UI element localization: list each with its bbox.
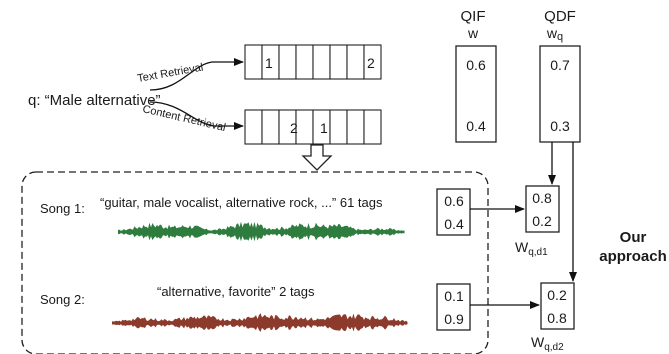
song-2-weight-box	[436, 283, 471, 331]
song-2-label: Song 2:	[40, 292, 85, 307]
song-2-result-1: 0.2	[547, 287, 567, 303]
song-2-result-2: 0.8	[547, 310, 567, 326]
song-1-tags: “guitar, male vocalist, alternative rock…	[100, 195, 383, 210]
song-2-weight-2: 0.9	[444, 311, 464, 327]
content-retrieval-label: Content Retrieval	[141, 103, 227, 134]
rank-cell	[278, 44, 297, 80]
content-rank-2: 1	[320, 120, 328, 136]
qif-box	[455, 45, 497, 143]
song-1-weight-box	[436, 188, 471, 236]
rank-cell	[261, 109, 280, 145]
rank-cell	[295, 44, 314, 80]
waveform-shape	[112, 313, 408, 332]
qif-symbol: w	[467, 25, 479, 41]
text-rank-1: 1	[265, 55, 273, 71]
rank-cell	[244, 109, 263, 145]
rank-cell	[295, 109, 314, 145]
text-ranking-list: 1 2	[244, 44, 382, 80]
qif-value-1: 0.6	[466, 57, 486, 73]
qdf-value-2: 0.3	[550, 118, 570, 134]
song-1-waveform	[118, 221, 405, 242]
rank-cell	[346, 109, 365, 145]
approach-line-1: Our	[620, 229, 647, 246]
qdf-value-1: 0.7	[550, 57, 570, 73]
waveform-shape	[118, 221, 405, 242]
song-1-weight-1: 0.6	[444, 193, 464, 209]
song-1-result-symbol: Wq,d1	[515, 239, 548, 258]
text-retrieval-arrow	[149, 58, 244, 91]
approach-line-2: approach	[599, 248, 667, 265]
qdf-symbol: wq	[546, 25, 563, 43]
rank-cell	[346, 44, 365, 80]
songs-region	[21, 171, 489, 354]
song-2-tags: “alternative, favorite” 2 tags	[157, 284, 315, 299]
qif-value-2: 0.4	[466, 118, 486, 134]
song-2-result-box	[540, 282, 575, 330]
rank-cell	[363, 44, 382, 80]
content-retrieval-arrow	[149, 101, 244, 130]
song-1-label: Song 1:	[40, 201, 85, 216]
content-ranking-list: 2 1	[244, 109, 382, 145]
qdf-title: QDF	[544, 8, 576, 25]
query-text: q: “Male alternative”	[28, 92, 161, 109]
text-retrieval-label: Text Retrieval	[136, 62, 204, 85]
qif-title: QIF	[461, 8, 486, 25]
text-rank-2: 2	[367, 55, 375, 71]
rank-cell	[363, 109, 382, 145]
song-2-weight-1: 0.1	[444, 288, 464, 304]
song-1-weight-2: 0.4	[444, 216, 464, 232]
song-2-waveform	[112, 313, 408, 332]
song-1-result-box	[525, 185, 560, 233]
down-arrow-icon	[301, 144, 333, 171]
song-1-result-2: 0.2	[532, 213, 552, 229]
rank-cell	[329, 44, 348, 80]
song-2-result-symbol: Wq,d2	[531, 334, 564, 353]
song-1-result-1: 0.8	[532, 190, 552, 206]
qdf-box	[539, 45, 581, 143]
content-rank-1: 2	[290, 120, 298, 136]
rank-cell	[244, 44, 263, 80]
rank-cell	[329, 109, 348, 145]
rank-cell	[312, 44, 331, 80]
